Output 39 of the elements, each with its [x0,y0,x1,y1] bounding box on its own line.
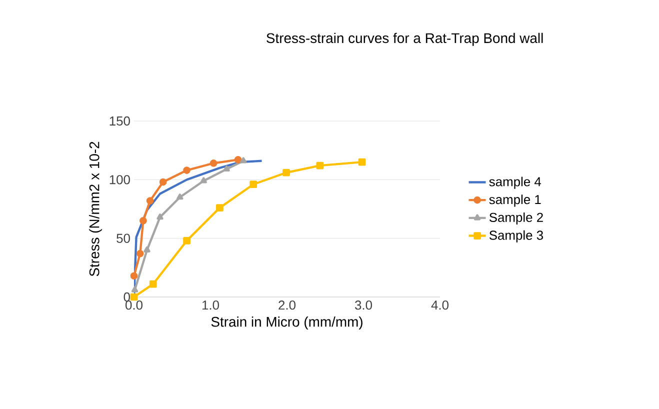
point [144,246,150,252]
point [183,236,190,244]
point [159,178,167,186]
legend-label: sample 1 [489,194,541,207]
point [250,180,258,188]
point [131,286,138,292]
point [183,166,190,174]
point [149,280,157,288]
point [156,214,164,220]
point [136,250,144,258]
y-axis-title: Stress (N/mm2 x 10-2 [89,142,102,276]
point [200,177,207,184]
legend-label: Sample 2 [489,212,543,225]
x-tick-label: 1.0 [202,300,220,310]
point [130,293,138,301]
point [223,165,230,172]
legend-label: sample 4 [489,176,542,189]
legend-label: Sample 3 [489,230,543,242]
point [282,168,290,176]
point [240,157,247,164]
point [234,156,242,164]
point [216,204,224,212]
y-tick-label: 50 [116,234,130,243]
y-tick-label: 100 [110,175,130,184]
point [176,194,184,200]
x-tick-label: 4.0 [431,300,449,310]
y-tick-label: 150 [110,116,130,126]
point [210,160,218,167]
x-tick-label: 3.0 [355,300,372,310]
x-axis-title: Strain in Micro (mm/mm) [211,316,362,330]
chart-title: Stress-strain curves for a Rat-Trap Bond wall [266,32,543,46]
point [146,197,154,204]
point [316,162,324,170]
x-tick-label: 0.0 [126,300,143,310]
point [130,272,138,280]
y-tick-label: 0 [124,292,130,302]
point [139,217,147,224]
x-tick-label: 2.0 [278,300,296,310]
point [358,158,366,166]
